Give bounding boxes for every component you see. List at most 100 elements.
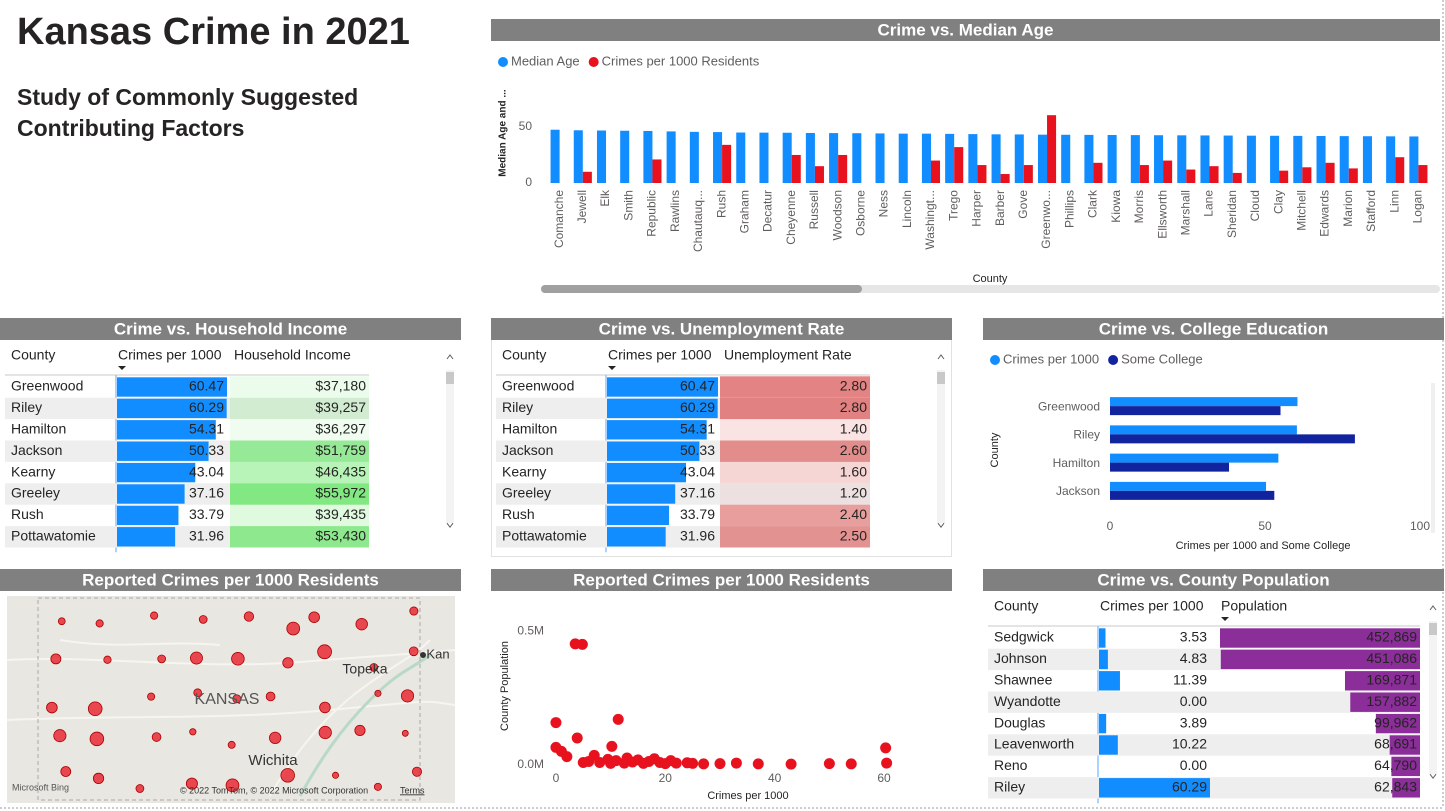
- bar: [1348, 168, 1358, 183]
- row-label: Wyandotte: [994, 693, 1061, 709]
- bar: [829, 133, 839, 183]
- bar: [1047, 115, 1057, 183]
- bar: [1325, 162, 1335, 183]
- cell-value: 1.60: [840, 463, 867, 479]
- map-background[interactable]: [7, 596, 455, 803]
- cell-value: 31.96: [680, 528, 715, 544]
- bar: [791, 154, 801, 183]
- x-tick-label: Rawlins: [668, 190, 682, 232]
- cell-value: 33.79: [680, 506, 715, 522]
- scrollbar-track[interactable]: [1431, 383, 1435, 533]
- bar: [1293, 135, 1303, 183]
- map-bubble: [151, 732, 162, 742]
- x-tick-label: 20: [659, 771, 673, 785]
- scatter-point: [687, 757, 699, 769]
- map-bubble: [232, 694, 242, 704]
- map-bubble: [87, 701, 103, 717]
- data-bar: [1099, 735, 1118, 755]
- data-bar: [1375, 713, 1420, 734]
- map-bubble: [189, 728, 197, 736]
- bar: [1023, 165, 1033, 183]
- cell-value: 11.39: [1173, 672, 1207, 688]
- map-bubble: [46, 701, 58, 714]
- x-tick-label: Stafford: [1364, 190, 1378, 232]
- scroll-down: [937, 522, 945, 529]
- scrollbar-thumb[interactable]: [541, 285, 862, 293]
- map-logo: Microsoft Bing: [12, 782, 69, 792]
- x-axis-title: Crimes per 1000: [707, 790, 788, 802]
- x-axis-title: County: [973, 273, 1008, 285]
- map-bubble: [269, 731, 282, 745]
- x-tick-label: Gove: [1016, 190, 1030, 219]
- bar: [722, 144, 732, 183]
- map-road: [59, 639, 221, 646]
- bar: [1110, 425, 1297, 435]
- bar: [1014, 134, 1024, 183]
- sort-indicator: [1221, 617, 1229, 621]
- x-tick-label: Rush: [714, 190, 728, 218]
- scrollbar-thumb: [446, 372, 454, 384]
- row-label: Douglas: [994, 714, 1045, 730]
- map-bubble: [95, 619, 104, 628]
- column-header: County: [502, 347, 546, 363]
- bar: [620, 130, 630, 183]
- x-tick-label: Woodson: [830, 190, 844, 240]
- bar: [1093, 162, 1103, 183]
- x-tick-label: Logan: [1411, 190, 1425, 223]
- row-label: Sedgwick: [994, 629, 1055, 645]
- x-tick-label: Morris: [1132, 190, 1146, 223]
- map-bubble: [332, 771, 340, 779]
- row-label: Kearny: [11, 463, 55, 479]
- row-label: Greeley: [502, 485, 551, 501]
- cell-background: [720, 526, 870, 548]
- row-label: Hamilton: [11, 421, 66, 437]
- cell-value: 37.16: [189, 485, 224, 501]
- map-terms[interactable]: Terms: [400, 785, 425, 795]
- bar: [573, 130, 583, 183]
- panel-title: Reported Crimes per 1000 Residents: [82, 570, 379, 589]
- cell-value: 62,843: [1374, 779, 1417, 795]
- map-bubble: [198, 615, 208, 624]
- cell-background: [720, 376, 870, 398]
- bar: [898, 133, 908, 183]
- map-label: KANSAS: [195, 691, 260, 708]
- bar: [977, 165, 987, 183]
- scatter-point: [880, 742, 892, 754]
- x-tick-label: Russell: [807, 190, 821, 229]
- row-label: Greenwood: [11, 378, 83, 394]
- x-tick-label: Cloud: [1248, 190, 1262, 221]
- scatter-point: [823, 758, 835, 770]
- map-bubble: [308, 611, 320, 623]
- map-label: Wichita: [248, 752, 298, 769]
- bar: [838, 154, 848, 183]
- data-bar: [607, 527, 666, 547]
- panel-title: Reported Crimes per 1000 Residents: [573, 570, 870, 589]
- bar: [652, 159, 662, 183]
- column-header: Crimes per 1000: [118, 347, 222, 363]
- scroll-up: [937, 354, 945, 360]
- data-bar: [1391, 756, 1420, 777]
- bar: [954, 147, 964, 183]
- bar: [1037, 134, 1048, 183]
- map-bubble: [50, 653, 62, 665]
- x-tick-label: Lincoln: [900, 190, 914, 228]
- map-city-dot: [420, 652, 426, 658]
- x-tick-label: Edwards: [1318, 190, 1332, 237]
- y-tick-label: Hamilton: [1053, 456, 1100, 470]
- data-bar: [607, 398, 718, 419]
- cell-value: $46,435: [315, 463, 366, 479]
- cell-value: 169,871: [1366, 672, 1417, 688]
- bar: [582, 171, 592, 183]
- cell-value: 2.60: [840, 442, 867, 458]
- state-border: [37, 597, 421, 801]
- cell-value: 68,691: [1374, 736, 1417, 752]
- x-tick-label: Osborne: [854, 190, 868, 236]
- column-header: County: [11, 347, 55, 363]
- bar: [1395, 157, 1405, 183]
- map-bubble: [286, 621, 301, 636]
- bar: [596, 130, 607, 183]
- map-bubble: [265, 691, 276, 702]
- x-tick-label: Chautauq...: [691, 190, 705, 252]
- scatter-point: [698, 758, 710, 770]
